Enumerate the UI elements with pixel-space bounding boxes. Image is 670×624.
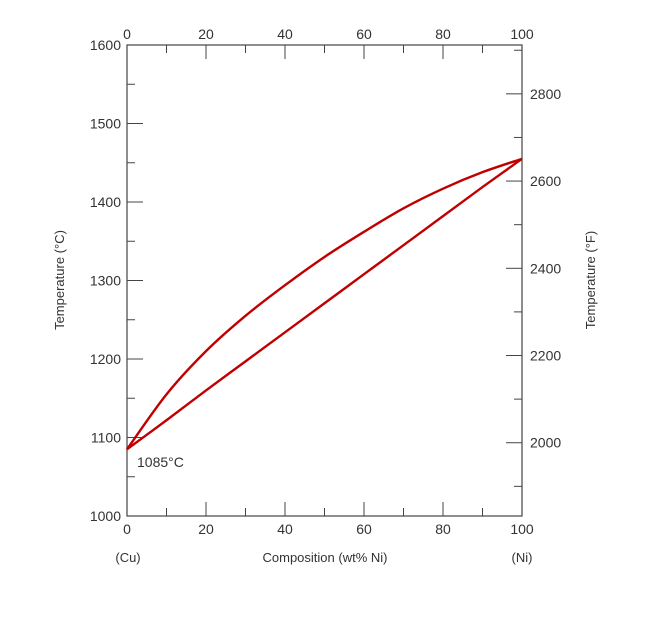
x-tick-label-top-20: 20 — [198, 26, 214, 42]
y-tick-label-left-1500: 1500 — [90, 116, 121, 132]
tick-labels: 0 0 20 20 40 40 60 60 80 80 100 100 1000 1100 1200 1300… — [90, 26, 562, 537]
y-tick-label-left-1000: 1000 — [90, 508, 121, 524]
x-tick-label-bottom-0: 0 — [123, 521, 131, 537]
y-tick-label-left-1400: 1400 — [90, 194, 121, 210]
endpoint-label-cu: (Cu) — [115, 550, 140, 565]
x-axis-title: Composition (wt% Ni) — [263, 550, 388, 565]
x-tick-label-bottom-80: 80 — [435, 521, 451, 537]
y-tick-label-right-2800: 2800 — [530, 86, 561, 102]
x-tick-label-top-0: 0 — [123, 26, 131, 42]
annotation-melting-cu: 1085°C — [137, 454, 184, 470]
y-tick-label-right-2600: 2600 — [530, 173, 561, 189]
x-tick-label-top-60: 60 — [356, 26, 372, 42]
y-tick-label-left-1200: 1200 — [90, 351, 121, 367]
y-tick-label-left-1100: 1100 — [91, 430, 121, 446]
y-axis-title-left: Temperature (°C) — [52, 230, 67, 330]
x-tick-label-top-80: 80 — [435, 26, 451, 42]
x-tick-label-bottom-60: 60 — [356, 521, 372, 537]
plot-frame — [126, 44, 523, 517]
y-axis-title-right: Temperature (°F) — [583, 231, 598, 329]
series-line-2 — [126, 157, 523, 451]
y-tick-label-left-1300: 1300 — [90, 273, 121, 289]
x-tick-label-top-40: 40 — [277, 26, 293, 42]
x-tick-label-top-100: 100 — [510, 26, 534, 42]
x-tick-label-bottom-20: 20 — [198, 521, 214, 537]
y-tick-label-right-2000: 2000 — [530, 435, 561, 451]
y-tick-label-right-2400: 2400 — [530, 260, 561, 276]
x-tick-label-bottom-100: 100 — [510, 521, 534, 537]
series-line-1 — [126, 157, 523, 450]
series-group — [126, 157, 523, 451]
x-tick-label-bottom-40: 40 — [277, 521, 293, 537]
y-tick-label-left-1600: 1600 — [90, 37, 121, 53]
axis-ticks — [126, 44, 523, 517]
y-tick-label-right-2200: 2200 — [530, 348, 561, 364]
endpoint-label-ni: (Ni) — [512, 550, 533, 565]
plot-area-border — [126, 44, 523, 517]
